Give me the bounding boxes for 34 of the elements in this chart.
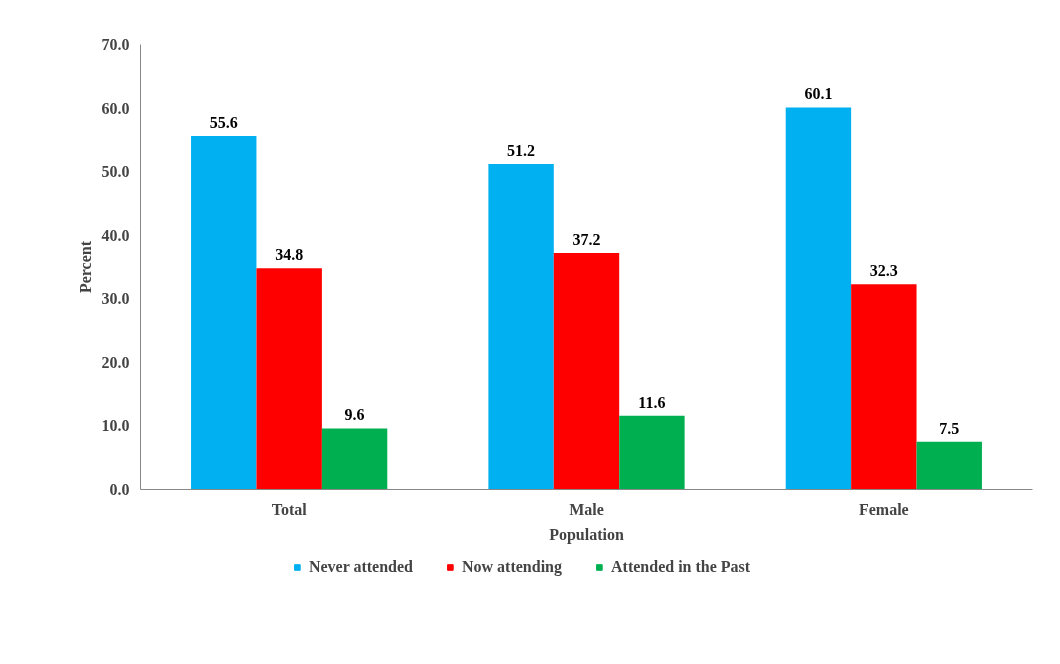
legend-label: Now attending — [462, 558, 563, 576]
y-axis-title: Percent — [76, 240, 94, 294]
data-label: 34.8 — [275, 246, 304, 264]
y-tick-label: 50.0 — [101, 163, 130, 181]
y-tick-label: 70.0 — [101, 36, 130, 53]
data-label: 60.1 — [804, 85, 833, 103]
data-label: 55.6 — [209, 114, 238, 132]
y-tick-label: 40.0 — [101, 226, 130, 244]
bar — [553, 253, 620, 490]
x-axis-title: Population — [549, 525, 624, 544]
data-label: 9.6 — [344, 406, 365, 424]
data-label: 51.2 — [507, 142, 536, 160]
data-label: 11.6 — [638, 393, 666, 411]
bar — [256, 268, 322, 490]
bar — [785, 107, 852, 490]
legend-label: Never attended — [308, 558, 413, 576]
bar — [619, 415, 685, 490]
legend-label: Attended in the Past — [611, 558, 751, 576]
data-label: 32.3 — [869, 262, 898, 280]
data-label: 37.2 — [572, 231, 601, 249]
x-tick-label: Male — [569, 500, 604, 518]
bar — [916, 441, 982, 490]
y-tick-label: 20.0 — [101, 353, 130, 371]
x-tick-label: Female — [858, 500, 909, 518]
y-tick-label: 10.0 — [101, 417, 130, 435]
bar — [191, 136, 257, 490]
data-label: 7.5 — [939, 419, 960, 437]
bar — [851, 284, 917, 490]
bar — [488, 164, 554, 490]
y-tick-label: 0.0 — [109, 481, 130, 498]
x-tick-label: Total — [271, 500, 308, 518]
y-tick-label: 60.0 — [101, 99, 130, 117]
y-tick-label: 30.0 — [101, 290, 130, 308]
bar — [321, 428, 388, 490]
